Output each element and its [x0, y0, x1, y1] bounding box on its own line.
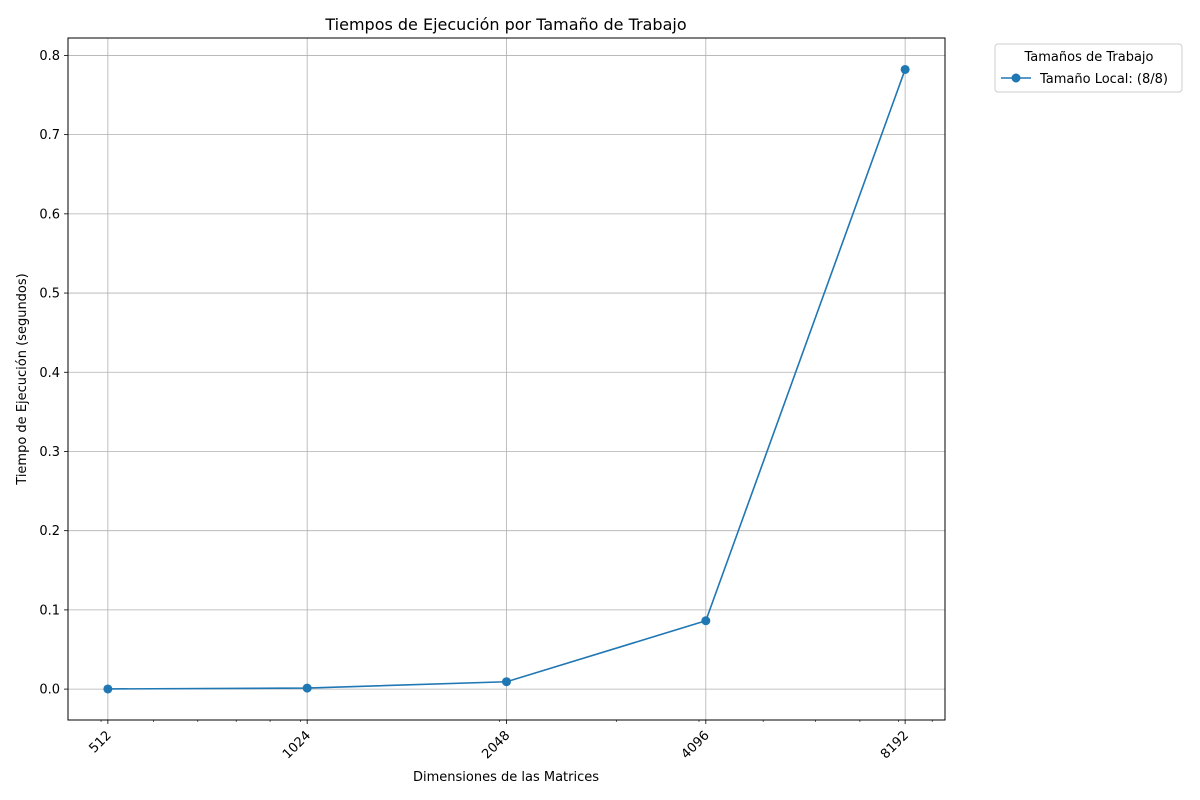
data-point: [701, 616, 711, 626]
x-axis-label: Dimensiones de las Matrices: [413, 770, 599, 785]
y-tick-label: 0.8: [39, 49, 60, 64]
data-point: [302, 683, 312, 693]
y-tick-label: 0.4: [39, 366, 60, 381]
y-tick-label: 0.7: [39, 128, 60, 143]
series-layer: [103, 64, 910, 694]
data-point: [103, 684, 113, 694]
y-tick-label: 0.1: [39, 603, 60, 618]
y-tick-label: 0.5: [39, 287, 60, 302]
y-tick-label: 0.2: [39, 524, 60, 539]
y-tick-label: 0.3: [39, 445, 60, 460]
plot-frame: [67, 37, 946, 721]
chart-title: Tiempos de Ejecución por Tamaño de Traba…: [324, 15, 686, 34]
data-point: [502, 677, 511, 687]
y-axis-label: Tiempo de Ejecución (segundos): [15, 273, 30, 485]
legend-title: Tamaños de Trabajo: [1024, 50, 1154, 65]
legend-series-label: Tamaño Local: (8/8): [1039, 72, 1168, 87]
legend-box: [994, 43, 1183, 93]
legend: Tamaños de Trabajo Tamaño Local: (8/8): [994, 43, 1183, 93]
data-point: [900, 64, 910, 74]
legend-series-marker: [1011, 73, 1021, 83]
grid: [68, 38, 945, 720]
y-tick-label: 0.6: [39, 207, 60, 222]
y-tick-label: 0.0: [39, 683, 60, 698]
